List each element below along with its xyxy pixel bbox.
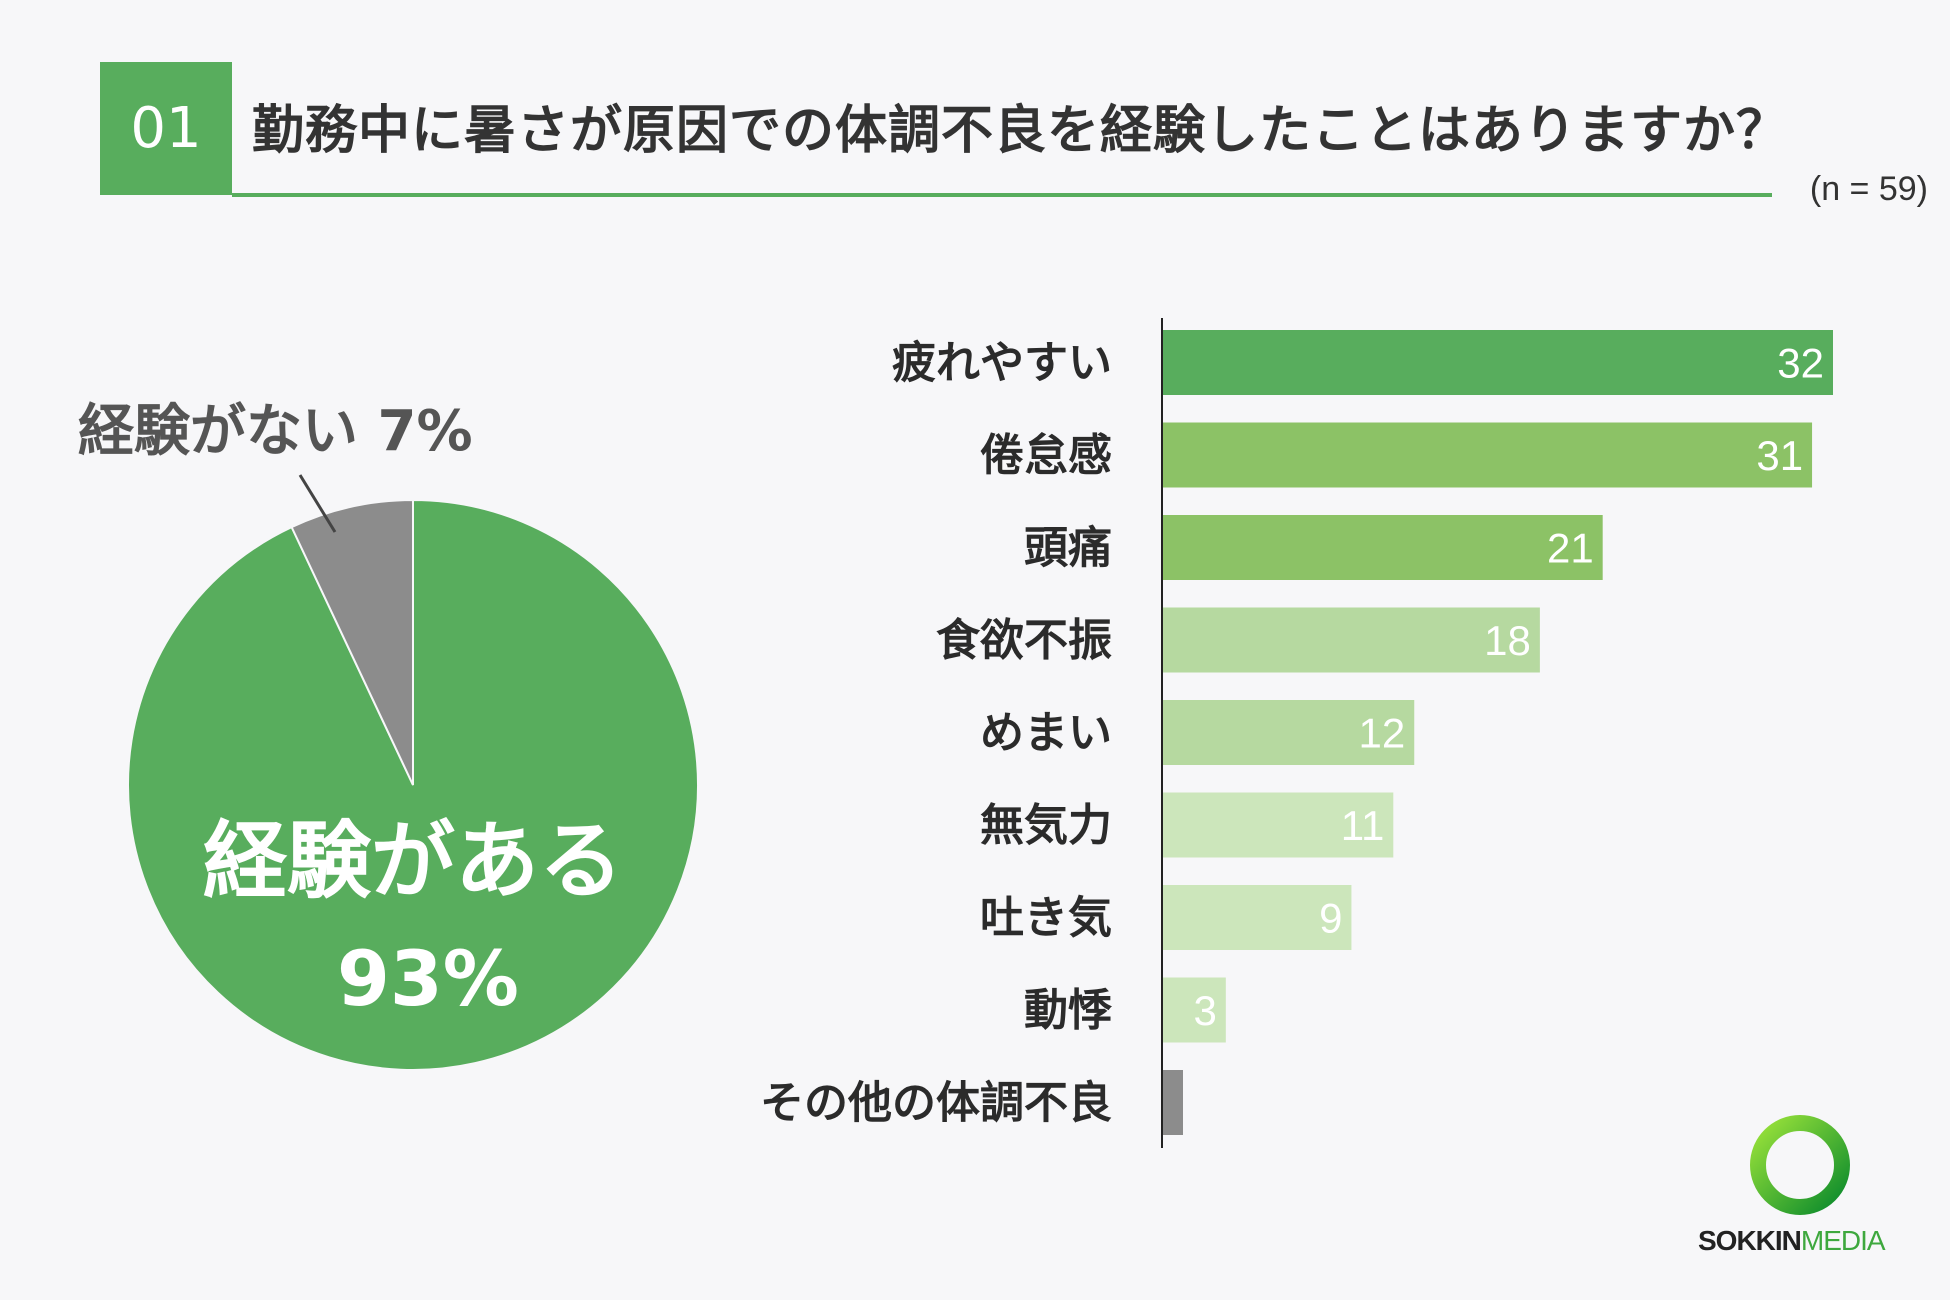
bar-value-label-6: 9 <box>1319 895 1342 942</box>
logo-part2: MEDIA <box>1800 1225 1886 1256</box>
bar-value-label-3: 18 <box>1484 617 1531 664</box>
bar-2 <box>1163 515 1603 580</box>
bar-category-label-0: 疲れやすい <box>892 338 1112 389</box>
bar-value-label-0: 32 <box>1777 340 1824 387</box>
bar-8 <box>1163 1070 1183 1135</box>
bar-category-label-1: 倦怠感 <box>980 430 1112 481</box>
bar-value-label-5: 11 <box>1341 802 1385 849</box>
bar-7 <box>1163 977 1226 1043</box>
bar-3 <box>1163 607 1540 673</box>
bar-category-label-2: 頭痛 <box>1024 523 1112 574</box>
bar-value-label-1: 31 <box>1756 432 1803 479</box>
logo-part1: SOKKIN <box>1698 1225 1802 1256</box>
bar-category-label-4: めまい <box>980 708 1112 759</box>
bar-1 <box>1163 422 1813 488</box>
pie-callout-line <box>298 474 337 533</box>
bar-category-label-8: その他の体調不良 <box>760 1078 1112 1129</box>
pie-label-main: 経験がある <box>203 812 623 910</box>
sokkin-logo: SOKKINMEDIA <box>1698 1225 1886 1257</box>
pie-slice-1 <box>290 498 414 786</box>
question-number: 01 <box>100 62 232 195</box>
bar-0 <box>1163 330 1833 395</box>
bar-5 <box>1163 792 1394 858</box>
bar-value-label-4: 12 <box>1359 710 1406 757</box>
bar-category-label-7: 動悸 <box>1024 985 1113 1036</box>
question-title: 勤務中に暑さが原因での体調不良を経験したことはありますか？ <box>252 101 1790 161</box>
title-underline <box>232 193 1772 197</box>
bar-value-label-7: 3 <box>1193 987 1216 1034</box>
bar-category-label-6: 吐き気 <box>980 893 1112 944</box>
pie-value-main: 93% <box>337 934 519 1023</box>
sample-size-label: (n = 59) <box>1809 170 1928 208</box>
bar-category-label-5: 無気力 <box>980 800 1112 851</box>
bar-category-label-3: 食欲不振 <box>936 615 1112 666</box>
bar-value-label-2: 21 <box>1547 525 1594 572</box>
bar-6 <box>1163 885 1352 950</box>
pie-label-minor: 経験がない 7% <box>78 399 473 464</box>
bar-4 <box>1163 700 1415 765</box>
